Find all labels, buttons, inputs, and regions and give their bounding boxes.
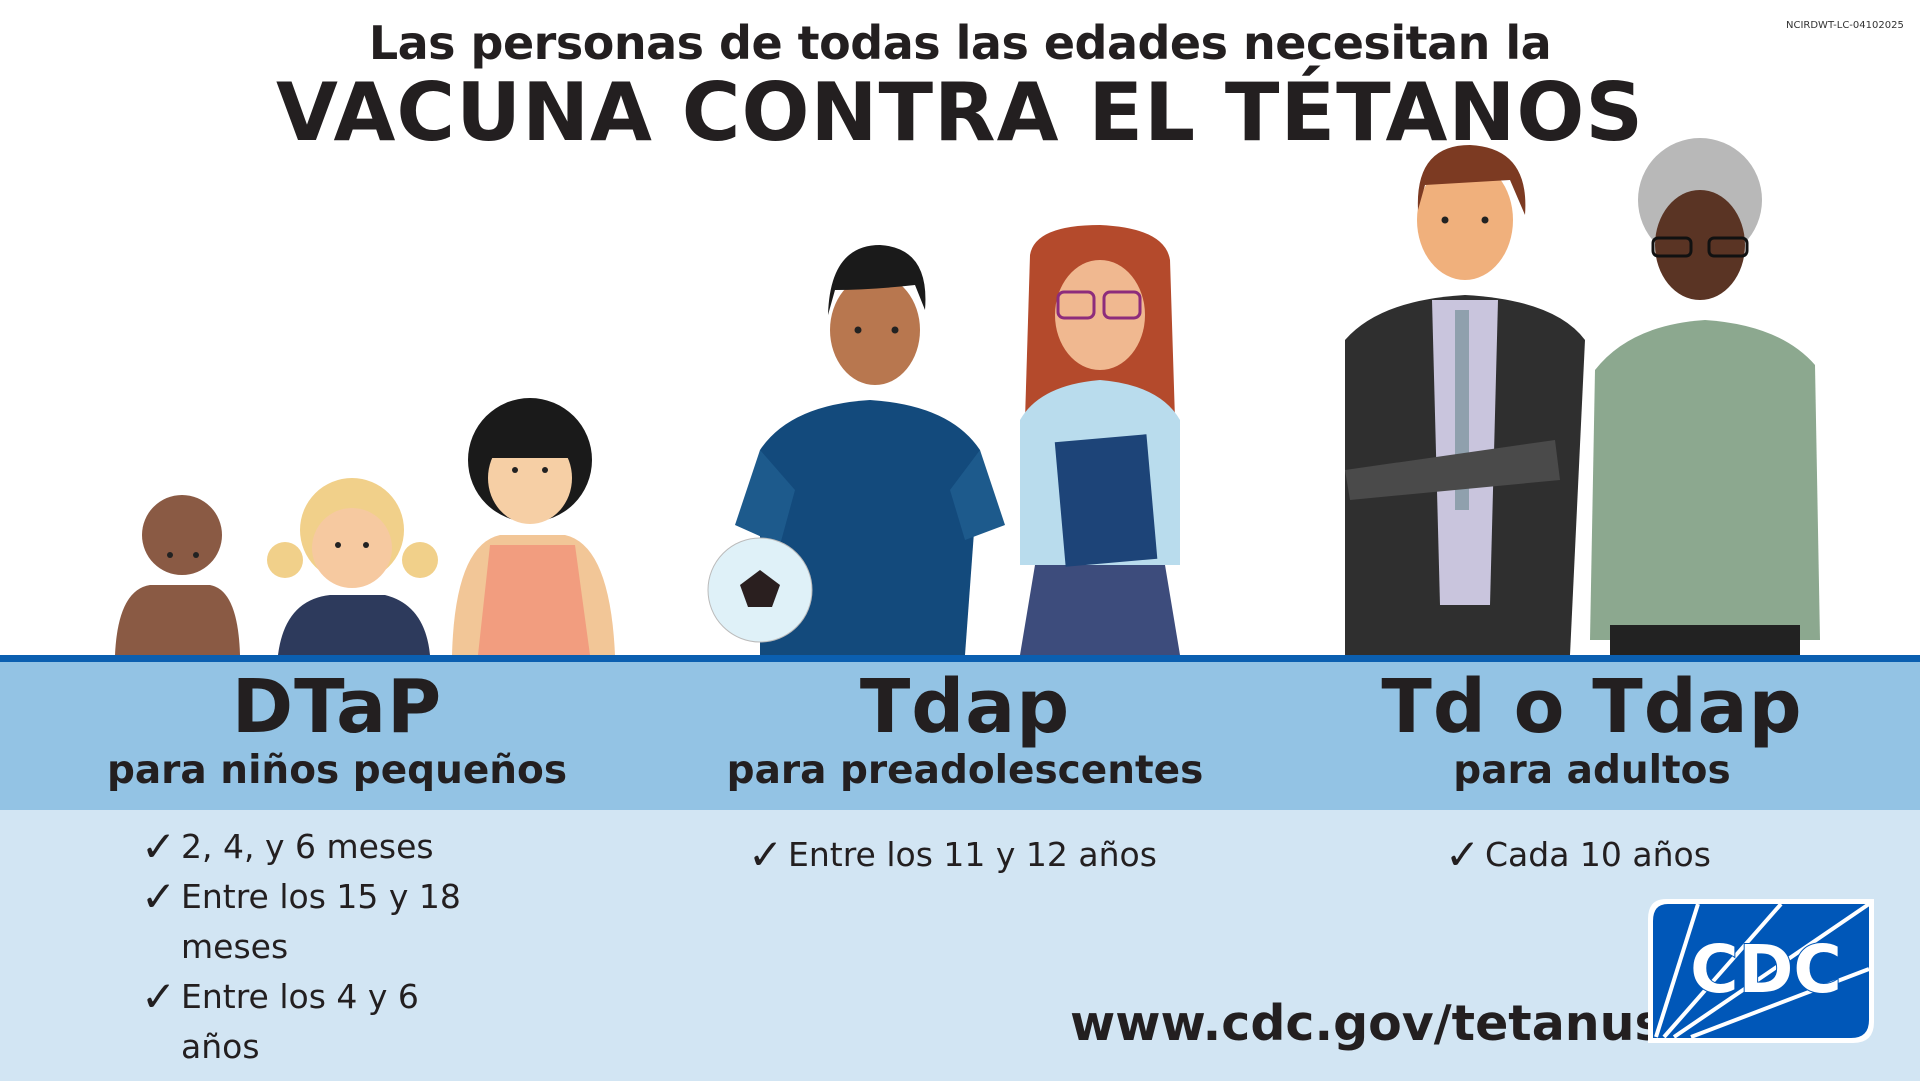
title-line-2: VACUNA CONTRA EL TÉTANOS <box>276 66 1644 159</box>
check-icon: ✓ <box>748 830 784 879</box>
audience-preteens: para preadolescentes <box>726 748 1204 793</box>
website-link[interactable]: www.cdc.gov/tetanus <box>1070 995 1664 1052</box>
list-item: ✓ Entre los 11 y 12 años <box>748 830 1157 879</box>
audience-adults: para adultos <box>1453 748 1731 793</box>
adult-schedule-list: ✓ Cada 10 años <box>1445 830 1785 880</box>
people-illustration <box>115 138 1820 655</box>
svg-text:CDC: CDC <box>1690 931 1842 1008</box>
tdap-schedule-list: ✓ Entre los 11 y 12 años <box>748 830 1168 880</box>
vaccine-header-band <box>0 662 1920 810</box>
list-item: ✓ Entre los 15 y 18 meses <box>141 872 461 966</box>
audience-children: para niños pequeños <box>106 748 568 793</box>
dtap-schedule-list: ✓ 2, 4, y 6 meses ✓ Entre los 15 y 18 mese… <box>141 822 471 1072</box>
preteen-boy-figure <box>707 245 1005 655</box>
check-icon: ✓ <box>141 972 177 1021</box>
vaccine-tdap-heading: Tdap <box>859 664 1071 750</box>
title-line-1: Las personas de todas las edades necesit… <box>368 16 1552 70</box>
list-item: ✓ Cada 10 años <box>1445 830 1711 879</box>
list-item: ✓ Entre los 4 y 6 años <box>141 972 419 1066</box>
adult-man-figure <box>1345 145 1585 655</box>
cdc-logo: CDC <box>1648 899 1874 1043</box>
vaccine-dtap-heading: DTaP <box>231 664 443 750</box>
check-icon: ✓ <box>1445 830 1481 879</box>
baby-figure <box>115 495 240 655</box>
list-item: ✓ 2, 4, y 6 meses <box>141 822 434 871</box>
check-icon: ✓ <box>141 822 177 871</box>
schedule-panel <box>0 810 1920 1081</box>
preteen-girl-figure <box>1020 225 1180 655</box>
child-girl-figure <box>452 398 615 655</box>
older-woman-figure <box>1590 138 1820 655</box>
divider-rule <box>0 655 1920 662</box>
toddler-girl-figure <box>267 478 438 655</box>
check-icon: ✓ <box>141 872 177 921</box>
document-code: NCIRDWT-LC-04102025 <box>1786 20 1904 31</box>
vaccine-td-tdap-heading: Td o Tdap <box>1381 664 1803 750</box>
